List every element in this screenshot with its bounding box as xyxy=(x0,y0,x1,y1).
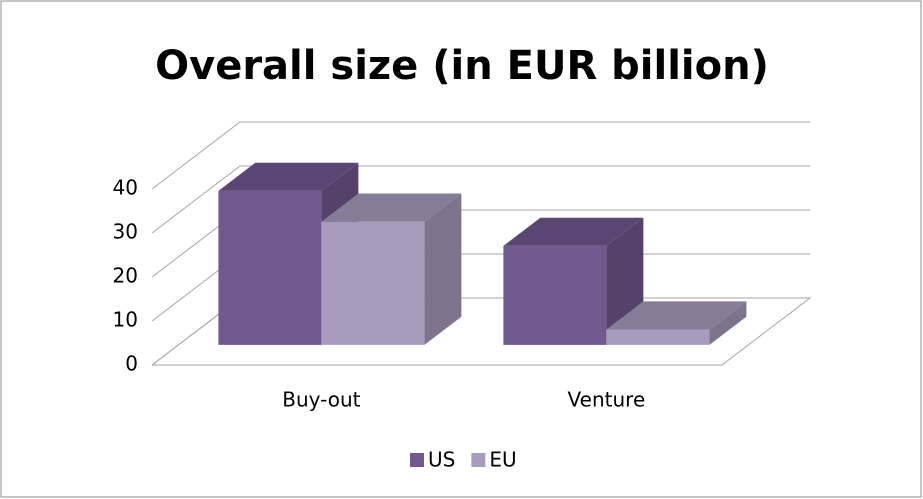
bar-top xyxy=(218,162,359,191)
y-tick-label: 0 xyxy=(125,352,138,376)
y-tick-label: 40 xyxy=(113,176,138,200)
x-tick-label: Buy-out xyxy=(282,388,360,412)
bar xyxy=(503,245,607,345)
chart-title: Overall size (in EUR billion) xyxy=(155,43,769,89)
bar xyxy=(321,221,425,345)
bar-top xyxy=(503,217,644,246)
y-tick-label: 30 xyxy=(113,220,138,244)
x-tick-label: Venture xyxy=(568,388,646,412)
legend-label: EU xyxy=(489,448,516,472)
grid-line xyxy=(151,165,810,234)
legend-swatch xyxy=(410,453,424,467)
bar xyxy=(218,190,322,345)
bar-side xyxy=(424,193,462,345)
grid-line xyxy=(151,121,810,190)
legend-swatch xyxy=(471,453,486,467)
bar-side xyxy=(709,301,747,345)
bar xyxy=(606,329,710,345)
bar-top xyxy=(321,193,462,222)
y-tick-label: 20 xyxy=(113,264,138,288)
y-tick-label: 10 xyxy=(113,308,138,332)
legend-label: US xyxy=(428,448,455,472)
bar-top xyxy=(606,301,747,330)
